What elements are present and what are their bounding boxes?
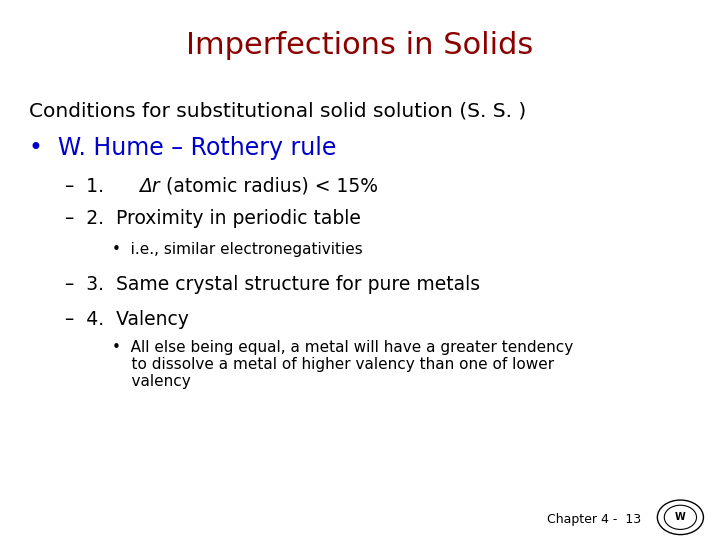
Text: –  2.  Proximity in periodic table: – 2. Proximity in periodic table	[65, 209, 361, 228]
Text: (atomic radius) < 15%: (atomic radius) < 15%	[161, 177, 379, 196]
Text: W: W	[675, 512, 685, 522]
Text: •  All else being equal, a metal will have a greater tendency
    to dissolve a : • All else being equal, a metal will hav…	[112, 340, 573, 389]
Text: •  W. Hume – Rothery rule: • W. Hume – Rothery rule	[29, 137, 336, 160]
Text: •  i.e., similar electronegativities: • i.e., similar electronegativities	[112, 242, 362, 257]
Text: –  3.  Same crystal structure for pure metals: – 3. Same crystal structure for pure met…	[65, 275, 480, 294]
Text: Conditions for substitutional solid solution (S. S. ): Conditions for substitutional solid solu…	[29, 101, 526, 120]
Text: Chapter 4 -  13: Chapter 4 - 13	[547, 513, 642, 526]
Text: Δr: Δr	[139, 177, 160, 196]
Text: –  4.  Valency: – 4. Valency	[65, 310, 189, 329]
Text: –  1.: – 1.	[65, 177, 116, 196]
Text: Imperfections in Solids: Imperfections in Solids	[186, 31, 534, 60]
